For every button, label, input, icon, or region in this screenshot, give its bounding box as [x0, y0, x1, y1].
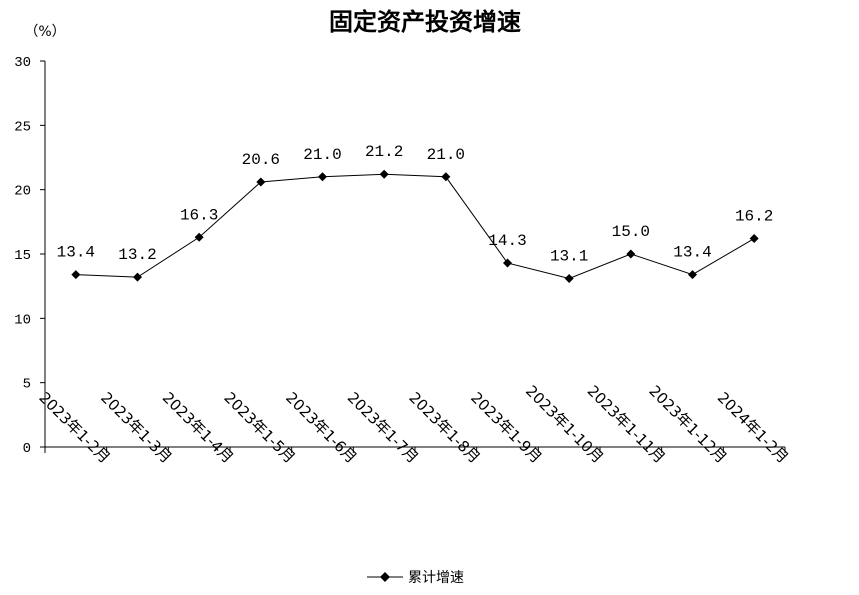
y-tick-label: 20	[14, 184, 31, 200]
data-point-marker	[379, 169, 389, 179]
legend-label: 累计增速	[408, 570, 464, 586]
data-label: 20.6	[242, 151, 280, 169]
legend: 累计增速	[367, 570, 464, 586]
data-point-marker	[564, 273, 574, 283]
data-point-marker	[133, 272, 142, 282]
y-tick-label: 5	[23, 377, 31, 393]
data-label: 21.2	[365, 143, 403, 161]
data-point-marker	[749, 234, 759, 244]
data-label: 13.4	[673, 244, 711, 262]
data-label: 15.0	[612, 223, 650, 241]
y-tick-labels: 0 5 10 15 20 25 30	[14, 55, 31, 457]
y-tick-label: 15	[14, 248, 31, 264]
data-point-marker	[318, 172, 327, 182]
series-group: 13.4 13.2 16.3 20.6 21.0 21.2 21.0 14.3 13.1 15.0…	[57, 143, 773, 283]
data-point-marker	[194, 232, 204, 242]
data-label: 21.0	[427, 146, 465, 164]
axes	[40, 60, 786, 453]
data-label: 13.1	[550, 247, 588, 265]
x-tick-labels: 2023年1-2月2023年1-3月2023年1-4月2023年1-5月2023…	[35, 382, 792, 467]
data-label: 16.2	[735, 208, 773, 226]
data-label: 16.3	[180, 206, 218, 224]
data-label: 13.2	[118, 246, 156, 264]
y-axis-unit: （%）	[24, 24, 65, 40]
y-tick-label: 10	[14, 312, 31, 328]
series-line	[75, 173, 755, 279]
data-point-marker	[256, 177, 266, 187]
y-tick-label: 25	[14, 119, 31, 135]
data-label: 21.0	[303, 146, 341, 164]
data-point-marker	[71, 270, 81, 280]
data-point-marker	[503, 258, 512, 268]
y-tick-label: 30	[14, 55, 31, 71]
chart-title: 固定资产投资增速	[329, 7, 521, 36]
data-point-marker	[688, 270, 697, 280]
y-tick-label: 0	[23, 441, 31, 457]
data-label: 14.3	[488, 232, 526, 250]
legend-marker	[380, 572, 390, 582]
data-point-marker	[441, 172, 451, 182]
data-label: 13.4	[57, 244, 95, 262]
data-point-marker	[626, 249, 636, 259]
